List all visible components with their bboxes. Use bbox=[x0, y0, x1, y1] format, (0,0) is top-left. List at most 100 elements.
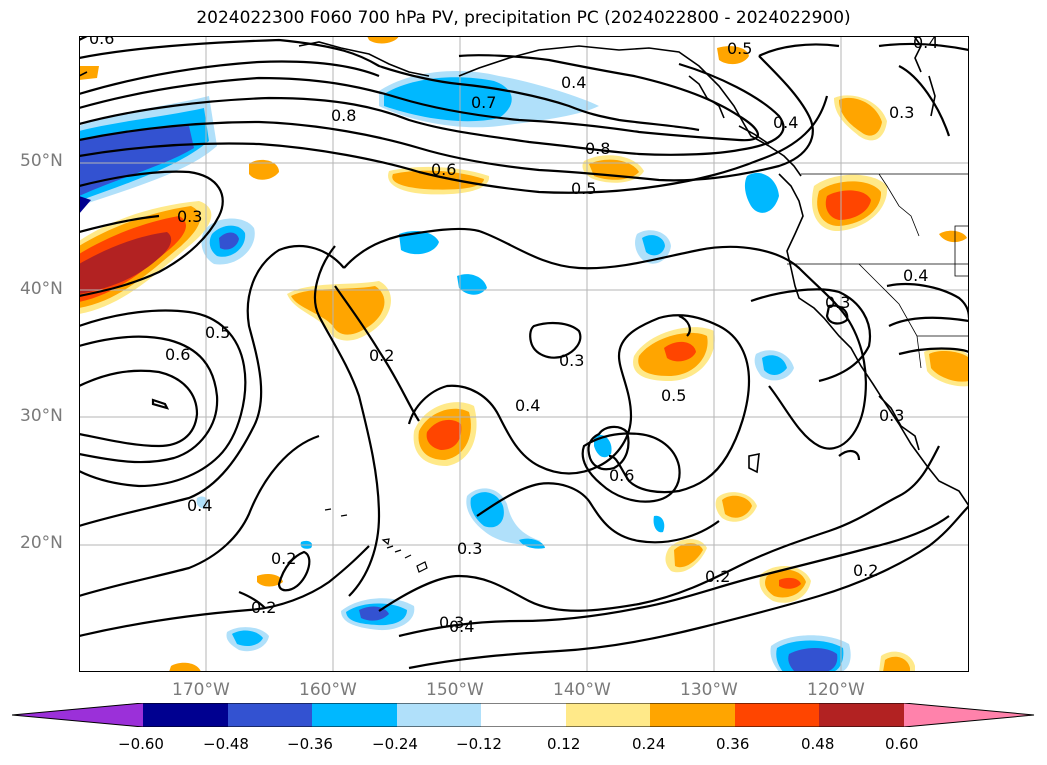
neg-precip-area bbox=[519, 538, 545, 549]
hawaii-islands bbox=[324, 508, 428, 573]
neg-precip-area bbox=[219, 232, 239, 250]
contour-label: 0.5 bbox=[661, 386, 686, 405]
contour-label: 0.4 bbox=[913, 36, 938, 52]
neg-precip-area bbox=[384, 77, 512, 122]
lat-tick-label: 30°N bbox=[20, 406, 63, 426]
pos-precip-area bbox=[717, 46, 749, 65]
colorbar-tick-label: 0.36 bbox=[716, 735, 750, 753]
lat-tick-label: 50°N bbox=[20, 151, 63, 171]
contour-label: 0.8 bbox=[585, 139, 610, 158]
contour-label: 0.3 bbox=[889, 103, 914, 122]
lon-tick-label: 120°W bbox=[807, 680, 865, 700]
contour-label: 0.3 bbox=[879, 406, 904, 425]
lon-tick-label: 130°W bbox=[680, 680, 738, 700]
pos-precip-area bbox=[257, 574, 283, 587]
colorbar-tick-label: 0.12 bbox=[547, 735, 581, 753]
pos-precip-area bbox=[674, 543, 703, 568]
colorbar-tick-label: −0.36 bbox=[287, 735, 333, 753]
precip-shading bbox=[79, 36, 969, 672]
pos-precip-area bbox=[392, 170, 484, 190]
colorbar-extend-low bbox=[12, 703, 143, 727]
contour-label: 0.5 bbox=[571, 179, 596, 198]
contour-label: 0.3 bbox=[177, 207, 202, 226]
colorbar-segment bbox=[566, 703, 650, 727]
colorbar-segment bbox=[735, 703, 819, 727]
contour-label: 0.3 bbox=[457, 539, 482, 558]
neg-precip-area bbox=[653, 515, 665, 533]
neg-precip-area bbox=[196, 496, 209, 509]
contour-label: 0.6 bbox=[609, 466, 634, 485]
contour-label: 0.2 bbox=[271, 549, 296, 568]
colorbar bbox=[12, 703, 1035, 727]
colorbar-tick-label: −0.24 bbox=[372, 735, 418, 753]
pos-precip-area bbox=[839, 97, 882, 136]
map-canvas: 0.6 0.4 0.5 0.7 0.4 0.8 0.8 0.4 0.3 0.6 … bbox=[79, 36, 969, 672]
pos-precip-area bbox=[779, 577, 801, 589]
contour-label: 0.5 bbox=[205, 323, 230, 342]
borders bbox=[787, 173, 969, 369]
lon-tick-label: 160°W bbox=[299, 680, 357, 700]
colorbar-segment bbox=[228, 703, 312, 727]
pos-precip-area bbox=[426, 419, 462, 450]
lon-tick-label: 150°W bbox=[426, 680, 484, 700]
coastlines bbox=[79, 36, 969, 507]
contour-label: 0.3 bbox=[559, 351, 584, 370]
contour-label: 0.4 bbox=[773, 113, 798, 132]
pos-precip-area bbox=[249, 159, 279, 180]
pos-precip-area bbox=[722, 495, 752, 518]
pos-precip-area bbox=[664, 341, 696, 362]
neg-precip-area bbox=[232, 630, 263, 646]
contour-label: 0.4 bbox=[561, 73, 586, 92]
colorbar-tick-label: 0.60 bbox=[885, 735, 919, 753]
pv-contours bbox=[79, 36, 969, 670]
contour-label: 0.6 bbox=[165, 345, 190, 364]
map-border bbox=[79, 36, 969, 672]
lat-tick-label: 20°N bbox=[20, 533, 63, 553]
neg-precip-area bbox=[642, 235, 665, 256]
neg-precip-area bbox=[399, 230, 439, 255]
contour-label: 0.3 bbox=[825, 293, 850, 312]
neg-precip-area bbox=[762, 355, 787, 375]
lon-tick-label: 140°W bbox=[553, 680, 611, 700]
contour-label-group: 0.6 0.4 0.5 0.7 0.4 0.8 0.8 0.4 0.3 0.6 … bbox=[89, 36, 938, 636]
colorbar-tick-label: −0.60 bbox=[118, 735, 164, 753]
colorbar-segment bbox=[397, 703, 481, 727]
pos-precip-area bbox=[929, 351, 969, 382]
map-panel[interactable]: 0.6 0.4 0.5 0.7 0.4 0.8 0.8 0.4 0.3 0.6 … bbox=[79, 36, 969, 672]
contour-label: 0.2 bbox=[251, 598, 276, 617]
colorbar-tick-label: −0.48 bbox=[203, 735, 249, 753]
colorbar-segment bbox=[481, 703, 566, 727]
contour-label: 0.4 bbox=[515, 396, 540, 415]
colorbar-tick-label: −0.12 bbox=[456, 735, 502, 753]
colorbar-extend-high bbox=[904, 703, 1034, 727]
pos-precip-area bbox=[79, 232, 172, 294]
pos-precip-area bbox=[825, 190, 871, 220]
neg-precip-area bbox=[594, 434, 612, 458]
contour-label: 0.4 bbox=[903, 266, 928, 285]
lon-tick-label: 170°W bbox=[172, 680, 230, 700]
contour-label: 0.8 bbox=[331, 106, 356, 125]
colorbar-segment bbox=[143, 703, 228, 727]
colorbar-tick-label: 0.48 bbox=[801, 735, 835, 753]
pos-precip-area bbox=[883, 656, 910, 672]
contour-label: 0.4 bbox=[187, 496, 212, 515]
colorbar-segment bbox=[819, 703, 904, 727]
contour-label: 0.2 bbox=[853, 561, 878, 580]
contour-label: 0.2 bbox=[369, 346, 394, 365]
colorbar-segment bbox=[312, 703, 397, 727]
colorbar-tick-label: 0.24 bbox=[632, 735, 666, 753]
pos-precip-area bbox=[939, 230, 967, 243]
colorbar-segment bbox=[650, 703, 735, 727]
neg-precip-area bbox=[79, 196, 91, 214]
contour-label: 0.6 bbox=[431, 160, 456, 179]
neg-precip-area bbox=[744, 172, 779, 213]
pos-precip-area bbox=[367, 36, 399, 44]
contour-label: 0.6 bbox=[89, 36, 114, 48]
neg-precip-area bbox=[788, 648, 838, 672]
contour-label: 0.4 bbox=[449, 617, 474, 636]
lat-tick-label: 40°N bbox=[20, 279, 63, 299]
pos-precip-area bbox=[79, 66, 99, 80]
map-title: 2024022300 F060 700 hPa PV, precipitatio… bbox=[196, 8, 851, 28]
neg-precip-area bbox=[457, 274, 487, 295]
contour-label: 0.3 bbox=[439, 613, 464, 632]
